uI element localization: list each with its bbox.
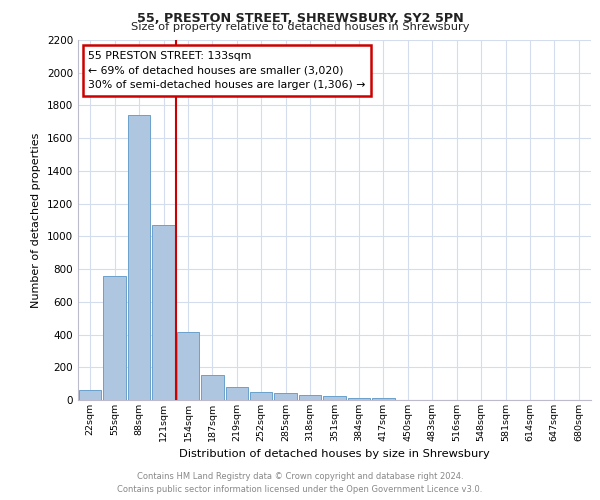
Bar (103, 276, 126, 400)
Text: Contains HM Land Registry data © Crown copyright and database right 2024.
Contai: Contains HM Land Registry data © Crown c… (118, 472, 482, 494)
Text: 55, PRESTON STREET, SHREWSBURY, SY2 5PN: 55, PRESTON STREET, SHREWSBURY, SY2 5PN (137, 12, 463, 24)
X-axis label: Distribution of detached houses by size in Shrewsbury: Distribution of detached houses by size … (179, 450, 490, 460)
Bar (152, 225, 175, 400)
Bar (201, 374, 224, 400)
Text: Size of property relative to detached houses in Shrewsbury: Size of property relative to detached ho… (131, 22, 469, 32)
Bar (250, 392, 272, 400)
Bar (128, 116, 151, 400)
Y-axis label: Number of detached properties: Number of detached properties (31, 132, 41, 308)
Bar (274, 394, 297, 400)
Bar (347, 398, 370, 400)
Bar (372, 398, 395, 400)
Bar (299, 395, 322, 400)
Bar (79, 390, 101, 400)
Bar (226, 387, 248, 400)
Bar (323, 396, 346, 400)
Bar (176, 332, 199, 400)
Text: 55 PRESTON STREET: 133sqm
← 69% of detached houses are smaller (3,020)
30% of se: 55 PRESTON STREET: 133sqm ← 69% of detac… (88, 51, 365, 90)
